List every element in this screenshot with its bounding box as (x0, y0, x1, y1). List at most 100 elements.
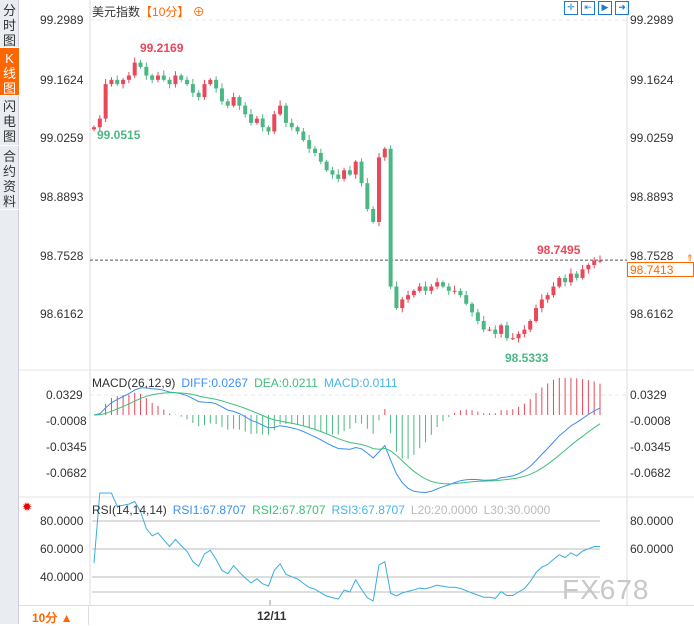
candle-body (557, 277, 562, 287)
candle-body (487, 329, 492, 331)
candle-body (97, 118, 102, 128)
candle-body (347, 170, 352, 175)
candle-body (504, 325, 509, 339)
candle-body (446, 286, 451, 291)
candle-body (580, 269, 585, 278)
candle-body (359, 161, 364, 184)
toolbar: ✛ ⇤ ▶ ➜ (564, 1, 629, 15)
tab-flash-chart[interactable]: 闪电图 (0, 96, 19, 146)
dea-line (93, 392, 601, 485)
candle-body (371, 209, 376, 222)
period-selector[interactable]: 10分 ▲ (32, 611, 73, 625)
divider (88, 606, 89, 625)
candle-body (330, 170, 335, 175)
y-label: 80.0000 (40, 514, 84, 528)
symbol-name: 美元指数 (92, 5, 141, 19)
candle-body (161, 75, 166, 80)
tab-time-chart[interactable]: 分时图 (0, 0, 19, 48)
candle-body (173, 75, 178, 85)
candle-body (185, 79, 190, 85)
candle-body (150, 75, 155, 80)
low-label: 99.0515 (97, 128, 141, 142)
candle-body (499, 325, 504, 334)
candle-body (563, 277, 568, 283)
y-label: 98.6162 (630, 307, 674, 321)
candle-body (353, 161, 358, 175)
play-icon[interactable]: ▶ (598, 1, 612, 15)
period-label[interactable]: 【10分】 (140, 5, 190, 19)
candle-body (289, 122, 294, 128)
plus-circle-icon[interactable]: ⊕ (192, 5, 205, 19)
candle-body (388, 148, 393, 287)
candle-body (376, 157, 381, 222)
high-label: 99.2169 (140, 41, 184, 55)
tab-kline-chart[interactable]: K线图 (0, 48, 19, 96)
macd-value: MACD:0.0111 (323, 376, 398, 390)
y-label: -0.0345 (630, 440, 671, 454)
candle-body (266, 127, 271, 132)
candle-body (301, 131, 306, 141)
candle-body (254, 118, 259, 123)
candle-body (202, 84, 207, 98)
candle-body (324, 161, 329, 171)
candle-body (225, 101, 230, 106)
macd-legend: MACD(26,12,9) DIFF:0.0267 DEA:0.0211 MACD:0… (92, 376, 404, 390)
candle-body (272, 114, 277, 132)
candle-body (115, 79, 120, 85)
candle-body (103, 84, 108, 119)
crosshair-icon[interactable]: ✛ (564, 1, 578, 15)
y-label: 99.0259 (630, 131, 674, 145)
y-label: -0.0682 (630, 466, 671, 480)
l20-value: L20:20.0000 (410, 503, 478, 517)
candle-body (568, 273, 573, 283)
candle-body (132, 62, 137, 76)
y-label: 98.7528 (630, 249, 674, 263)
candle-body (545, 295, 550, 300)
candle-body (522, 329, 527, 334)
candle-body (121, 79, 126, 85)
candle-body (551, 286, 556, 296)
y-label: 99.1624 (40, 73, 84, 87)
candle-body (440, 282, 445, 287)
candle-body (283, 105, 288, 123)
candle-body (318, 153, 323, 162)
candle-body (243, 105, 248, 115)
candle-body (109, 79, 114, 85)
candle-body (423, 286, 428, 291)
candle-body (475, 312, 480, 321)
recent-high-label: 98.7495 (537, 243, 581, 257)
y-label: 60.0000 (40, 542, 84, 556)
tab-contract-info[interactable]: 合约资料 (0, 146, 19, 210)
candle-body (574, 273, 579, 278)
candle-body (481, 320, 486, 330)
candle-body (278, 105, 283, 115)
settings-sun-icon[interactable]: ✹ (22, 500, 33, 514)
range-icon[interactable]: ⇤ (581, 1, 595, 15)
y-label: 98.6162 (40, 307, 84, 321)
exit-icon[interactable]: ➜ (615, 1, 629, 15)
candle-body (458, 290, 463, 296)
candle-body (336, 174, 341, 179)
candle-body (417, 286, 422, 291)
candle-body (138, 62, 143, 67)
y-label: 99.2989 (630, 13, 674, 27)
candle-body (592, 260, 597, 265)
y-label: 0.0329 (630, 388, 667, 402)
candle-body (464, 295, 469, 304)
y-label: 98.7528 (40, 249, 84, 263)
candle-body (295, 127, 300, 132)
y-label: -0.0008 (46, 414, 87, 428)
sidebar: 分时图 K线图 闪电图 合约资料 (0, 0, 19, 624)
macd-name: MACD(26,12,9) (92, 376, 176, 390)
candle-body (144, 66, 149, 76)
y-label: 99.1624 (630, 73, 674, 87)
candle-body (313, 148, 318, 154)
bottom-bar: 10分 ▲ 12/11 (19, 605, 694, 625)
y-label: 0.0329 (46, 388, 83, 402)
candle-body (598, 260, 602, 262)
y-label: 40.0000 (40, 570, 84, 584)
candle-body (470, 303, 475, 313)
y-label: 60.0000 (630, 542, 674, 556)
y-label: -0.0682 (46, 466, 87, 480)
